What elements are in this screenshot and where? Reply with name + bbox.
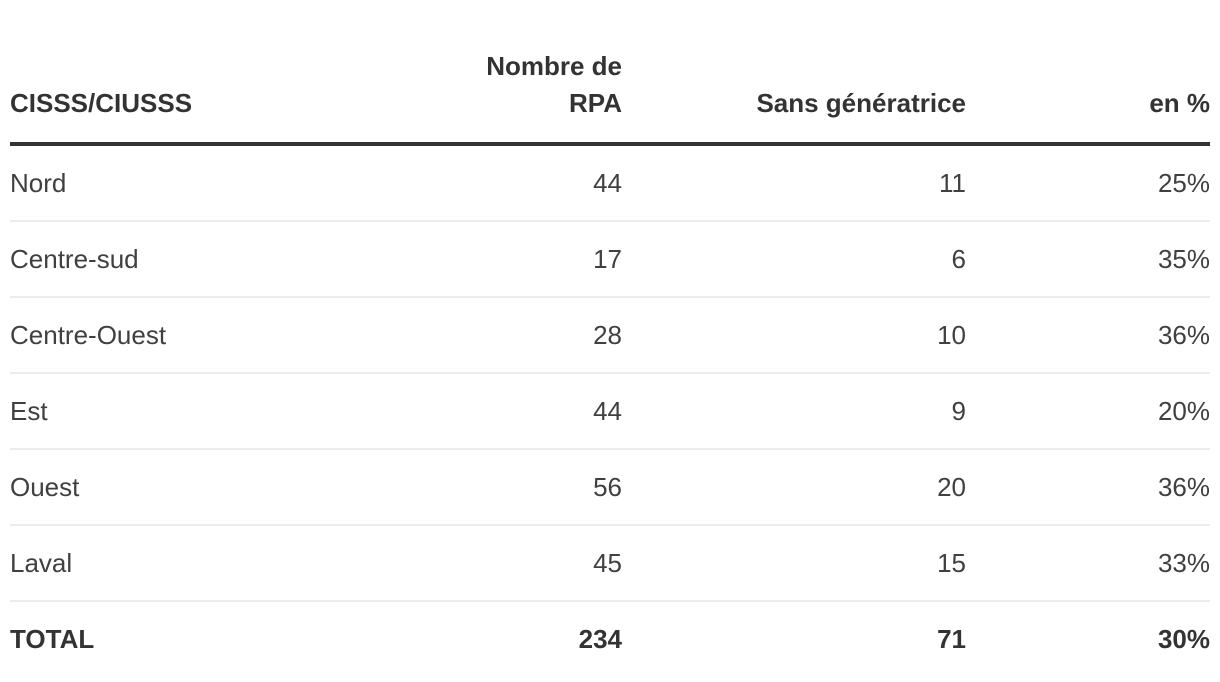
cell-region: Nord [10, 144, 430, 222]
col-header-nombre-rpa: Nombre de RPA [430, 0, 622, 146]
cell-sans-generatrice: 15 [622, 525, 966, 602]
cell-sans-generatrice: 20 [622, 449, 966, 526]
cell-total-sans-generatrice: 71 [937, 624, 966, 654]
col-header-en-pourcent: en % [966, 0, 1210, 146]
cell-region: Centre-Ouest [10, 297, 430, 374]
cell-nombre-rpa: 56 [430, 449, 622, 526]
cell-total-nombre-rpa: 234 [578, 624, 622, 654]
col-header-cisss-ciusss: CISSS/CIUSSS [10, 0, 430, 146]
cell-nombre-rpa: 17 [430, 221, 622, 298]
cell-region: Laval [10, 525, 430, 602]
table-row-total: TOTAL 234 71 30% [10, 601, 1210, 674]
cell-nombre-rpa: 44 [430, 144, 622, 222]
cell-pourcentage: 35% [966, 221, 1210, 298]
cell-total-pourcentage: 30% [1157, 624, 1210, 654]
cell-region: Est [10, 373, 430, 450]
cell-pourcentage: 36% [966, 297, 1210, 374]
data-table: CISSS/CIUSSS Nombre de RPA Sans génératr… [10, 0, 1210, 674]
cell-sans-generatrice: 9 [622, 373, 966, 450]
cell-total-label: TOTAL [10, 624, 95, 654]
table-row-centre-ouest: Centre-Ouest 28 10 36% [10, 297, 1210, 374]
col-header-sans-generatrice: Sans génératrice [622, 0, 966, 146]
cell-nombre-rpa: 28 [430, 297, 622, 374]
cell-sans-generatrice: 10 [622, 297, 966, 374]
table-row-centre-sud: Centre-sud 17 6 35% [10, 221, 1210, 298]
cell-pourcentage: 36% [966, 449, 1210, 526]
cell-region: Ouest [10, 449, 430, 526]
cell-pourcentage: 33% [966, 525, 1210, 602]
cell-region: Centre-sud [10, 221, 430, 298]
table-row-nord: Nord 44 11 25% [10, 144, 1210, 222]
table-row-laval: Laval 45 15 33% [10, 525, 1210, 602]
cell-pourcentage: 20% [966, 373, 1210, 450]
cell-nombre-rpa: 44 [430, 373, 622, 450]
col-header-nombre-rpa-label: Nombre de RPA [486, 51, 622, 118]
table-row-ouest: Ouest 56 20 36% [10, 449, 1210, 526]
cell-pourcentage: 25% [966, 144, 1210, 222]
table-header: CISSS/CIUSSS Nombre de RPA Sans génératr… [10, 0, 1210, 146]
cell-sans-generatrice: 6 [622, 221, 966, 298]
cell-sans-generatrice: 11 [622, 144, 966, 222]
cell-nombre-rpa: 45 [430, 525, 622, 602]
table-row-est: Est 44 9 20% [10, 373, 1210, 450]
table-body: Nord 44 11 25% Centre-sud 17 6 35% Centr… [10, 144, 1210, 674]
table-header-row: CISSS/CIUSSS Nombre de RPA Sans génératr… [10, 0, 1210, 146]
